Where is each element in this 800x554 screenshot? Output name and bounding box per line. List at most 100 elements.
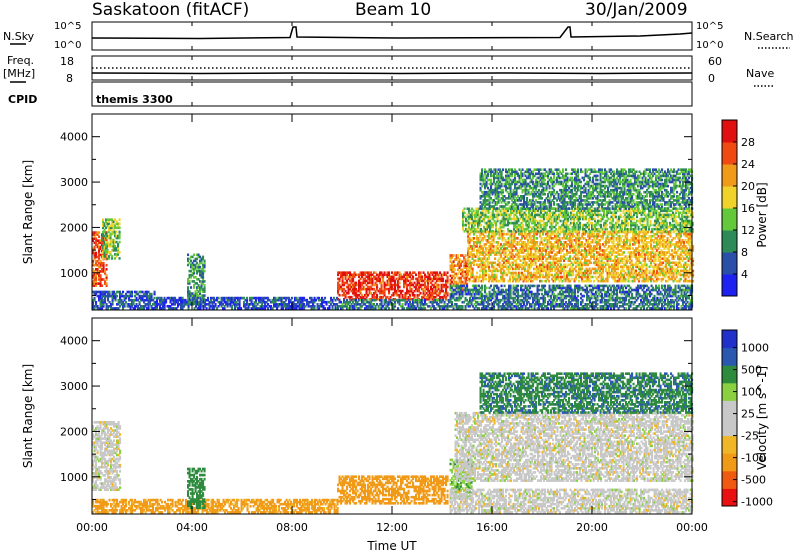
- data-cell: [614, 267, 617, 271]
- data-cell: [501, 232, 504, 236]
- data-cell: [410, 303, 413, 306]
- data-cell: [560, 277, 563, 281]
- data-cell: [194, 294, 197, 297]
- data-cell: [473, 243, 476, 246]
- data-cell: [654, 241, 657, 244]
- data-cell: [656, 279, 659, 283]
- data-cell: [549, 251, 552, 254]
- data-cell: [482, 279, 485, 283]
- data-cell: [617, 234, 620, 238]
- data-cell: [231, 298, 234, 302]
- data-cell: [504, 223, 507, 227]
- data-cell: [114, 240, 117, 244]
- data-cell: [597, 241, 600, 244]
- data-cell: [513, 249, 516, 252]
- data-cell: [663, 273, 666, 277]
- data-cell: [606, 253, 609, 256]
- data-cell: [95, 276, 98, 279]
- data-cell: [614, 273, 617, 277]
- data-cell: [510, 213, 513, 217]
- data-cell: [678, 237, 681, 240]
- data-cell: [576, 257, 579, 260]
- data-cell: [593, 245, 596, 248]
- data-cell: [93, 290, 96, 294]
- data-cell: [482, 259, 485, 262]
- data-cell: [261, 300, 264, 304]
- data-cell: [265, 300, 268, 304]
- data-cell: [376, 298, 379, 301]
- data-cell: [650, 275, 653, 279]
- data-cell: [114, 253, 117, 256]
- data-cell: [563, 253, 566, 256]
- data-cell: [119, 305, 122, 308]
- data-cell: [669, 261, 672, 265]
- data-cell: [675, 234, 678, 238]
- data-cell: [118, 236, 121, 240]
- data-cell: [175, 300, 178, 304]
- data-cell: [597, 261, 600, 265]
- data-cell: [534, 267, 537, 271]
- data-cell: [365, 283, 368, 287]
- data-cell: [430, 307, 433, 310]
- data-cell: [537, 255, 540, 258]
- data-cell: [648, 257, 651, 260]
- data-cell: [570, 277, 573, 281]
- data-cell: [523, 211, 526, 215]
- data-cell: [112, 238, 115, 242]
- data-cell: [521, 243, 524, 246]
- data-cell: [93, 272, 96, 275]
- data-cell: [150, 307, 153, 310]
- data-cell: [187, 300, 190, 304]
- data-cell: [579, 259, 582, 262]
- data-cell: [656, 275, 659, 279]
- data-cell: [555, 251, 558, 254]
- data-cell: [507, 219, 510, 223]
- data-cell: [561, 245, 564, 248]
- data-cell: [492, 251, 495, 254]
- data-cell: [386, 283, 389, 287]
- data-cell: [129, 290, 132, 294]
- data-cell: [567, 269, 570, 273]
- data-cell: [632, 243, 635, 246]
- data-cell: [537, 269, 540, 273]
- data-cell: [629, 255, 632, 258]
- data-cell: [377, 307, 380, 310]
- data-cell: [92, 263, 95, 267]
- data-cell: [680, 232, 683, 236]
- data-cell: [521, 277, 524, 281]
- data-cell: [109, 228, 112, 232]
- data-cell: [480, 251, 483, 254]
- data-cell: [220, 305, 223, 308]
- data-cell: [202, 278, 205, 281]
- data-cell: [533, 247, 536, 250]
- data-cell: [368, 305, 371, 308]
- data-cell: [593, 232, 596, 236]
- data-cell: [638, 255, 641, 258]
- data-cell: [464, 266, 467, 269]
- data-cell: [656, 239, 659, 242]
- data-cell: [477, 257, 480, 260]
- data-cell: [312, 298, 315, 302]
- data-cell: [374, 307, 377, 310]
- data-cell: [599, 265, 602, 269]
- data-cell: [615, 271, 618, 275]
- data-cell: [374, 281, 377, 285]
- data-cell: [514, 213, 517, 217]
- data-cell: [495, 215, 498, 219]
- data-cell: [416, 289, 419, 293]
- data-cell: [675, 251, 678, 254]
- data-cell: [255, 298, 258, 302]
- data-cell: [92, 251, 95, 255]
- data-cell: [557, 275, 560, 279]
- data-cell: [645, 277, 648, 281]
- data-cell: [639, 265, 642, 269]
- data-cell: [644, 245, 647, 248]
- data-cell: [483, 269, 486, 273]
- data-cell: [380, 289, 383, 293]
- data-cell: [549, 209, 552, 213]
- data-cell: [518, 249, 521, 252]
- data-cell: [394, 289, 397, 293]
- data-cell: [666, 259, 669, 262]
- data-cell: [687, 237, 690, 240]
- data-cell: [570, 261, 573, 265]
